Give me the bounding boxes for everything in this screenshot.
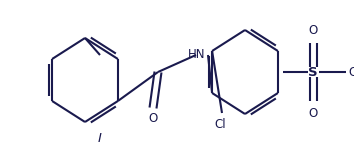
Text: O: O bbox=[308, 24, 318, 37]
Text: Cl: Cl bbox=[348, 65, 354, 79]
Text: S: S bbox=[308, 65, 318, 79]
Text: O: O bbox=[148, 112, 158, 125]
Text: I: I bbox=[98, 132, 102, 145]
Text: HN: HN bbox=[188, 48, 206, 61]
Text: Cl: Cl bbox=[214, 118, 226, 131]
Text: O: O bbox=[308, 107, 318, 120]
